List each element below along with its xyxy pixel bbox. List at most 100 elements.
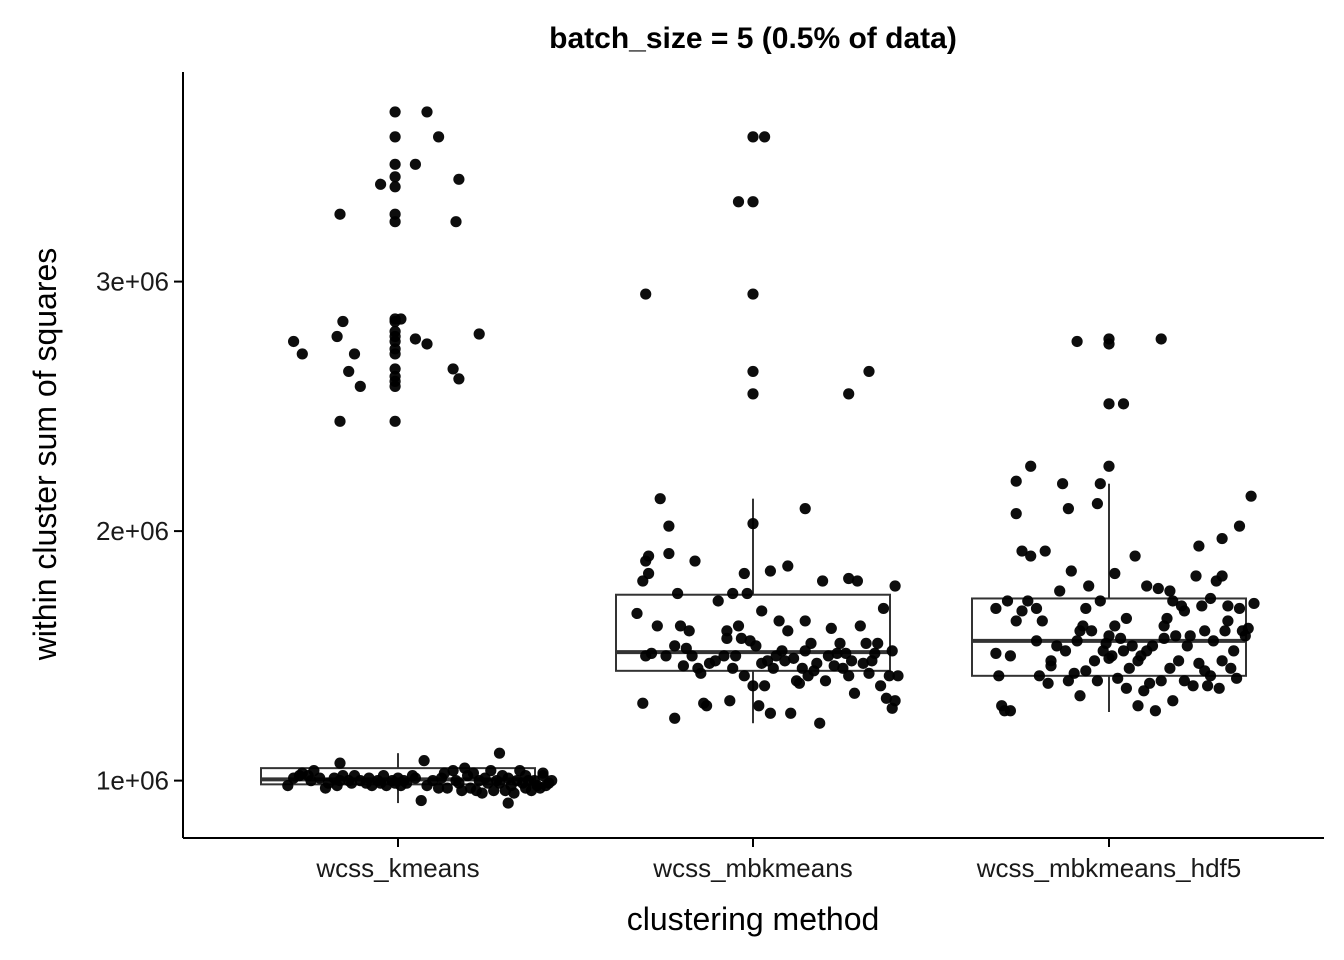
data-point <box>718 650 730 662</box>
data-point <box>709 655 721 667</box>
data-point <box>747 131 759 143</box>
data-point <box>712 595 724 607</box>
data-point <box>1117 645 1130 657</box>
data-point <box>663 547 675 560</box>
data-point <box>1071 335 1083 348</box>
data-point <box>1196 600 1208 612</box>
data-point <box>389 415 401 427</box>
data-point <box>1039 545 1051 557</box>
data-point <box>1233 602 1246 615</box>
data-point <box>389 216 401 228</box>
data-point <box>1126 640 1138 652</box>
data-point <box>537 767 549 779</box>
data-point <box>1213 682 1225 694</box>
data-point <box>520 782 532 794</box>
data-point <box>747 365 759 378</box>
data-point <box>640 288 652 300</box>
data-point <box>892 670 904 682</box>
data-point <box>1187 680 1199 692</box>
data-point <box>889 695 901 707</box>
data-point <box>727 587 739 600</box>
data-point <box>1062 503 1074 515</box>
data-point <box>1045 660 1057 672</box>
x-tick-label: wcss_mbkmeans <box>652 853 852 883</box>
data-point <box>843 388 855 400</box>
data-point <box>334 415 346 427</box>
data-point <box>348 348 361 360</box>
data-point <box>1120 682 1132 694</box>
chart-title: batch_size = 5 (0.5% of data) <box>549 22 957 55</box>
data-point <box>1216 655 1228 667</box>
data-point <box>1036 615 1048 627</box>
data-point <box>314 772 326 784</box>
x-tick-label: wcss_kmeans <box>315 853 479 883</box>
data-point <box>732 196 745 208</box>
data-point <box>288 335 300 348</box>
data-point <box>438 767 450 779</box>
data-point <box>1054 585 1066 597</box>
data-point <box>1010 475 1022 487</box>
data-point <box>883 670 895 682</box>
data-point <box>1091 498 1103 510</box>
data-point <box>643 567 655 580</box>
data-point <box>1155 675 1167 687</box>
data-point <box>683 625 695 637</box>
data-point <box>831 647 843 659</box>
data-point <box>389 380 401 392</box>
data-point <box>846 655 858 667</box>
data-point <box>389 106 401 118</box>
data-point <box>843 670 855 682</box>
data-point <box>747 518 759 530</box>
data-point <box>854 620 866 632</box>
data-point <box>1091 675 1103 687</box>
data-point <box>776 645 788 657</box>
data-point <box>1216 532 1228 545</box>
data-point <box>669 712 681 724</box>
data-point <box>747 288 759 300</box>
data-point <box>1103 630 1115 642</box>
data-point <box>677 660 690 672</box>
data-point <box>1242 622 1254 635</box>
data-point <box>817 575 829 587</box>
plot-area <box>260 106 1260 809</box>
data-point <box>395 313 407 325</box>
ticks: 1e+06 2e+06 3e+06 wcss_kmeans wcss_mbkmeans w… <box>96 267 1241 883</box>
data-point <box>447 363 459 375</box>
data-point <box>674 620 687 632</box>
data-point <box>409 158 421 170</box>
data-point <box>779 655 791 667</box>
data-point <box>377 770 390 782</box>
data-point <box>334 757 346 769</box>
data-point <box>334 208 346 220</box>
data-point <box>1167 595 1179 607</box>
data-point <box>502 797 514 809</box>
data-point <box>834 637 846 649</box>
data-point <box>508 787 520 799</box>
data-point <box>1088 655 1101 667</box>
points-wcss_kmeans <box>282 106 558 809</box>
data-point <box>785 707 797 719</box>
data-point <box>1059 645 1072 657</box>
data-point <box>730 650 742 662</box>
data-point <box>1190 570 1202 582</box>
data-point <box>1004 650 1017 662</box>
data-point <box>1016 545 1028 557</box>
data-point <box>764 707 777 719</box>
data-point <box>799 615 811 627</box>
data-point <box>1117 398 1130 410</box>
data-point <box>305 775 317 787</box>
data-point <box>1123 662 1135 674</box>
data-point <box>343 365 355 378</box>
data-point <box>782 560 794 572</box>
data-point <box>663 520 675 532</box>
data-point <box>546 775 558 787</box>
data-point <box>1225 662 1237 674</box>
data-point <box>1132 655 1144 667</box>
data-point <box>1103 398 1115 410</box>
data-point <box>814 717 826 729</box>
data-point <box>1158 632 1170 644</box>
data-point <box>793 677 806 689</box>
points-wcss_mbkmeans <box>631 131 904 729</box>
data-point <box>860 637 872 649</box>
